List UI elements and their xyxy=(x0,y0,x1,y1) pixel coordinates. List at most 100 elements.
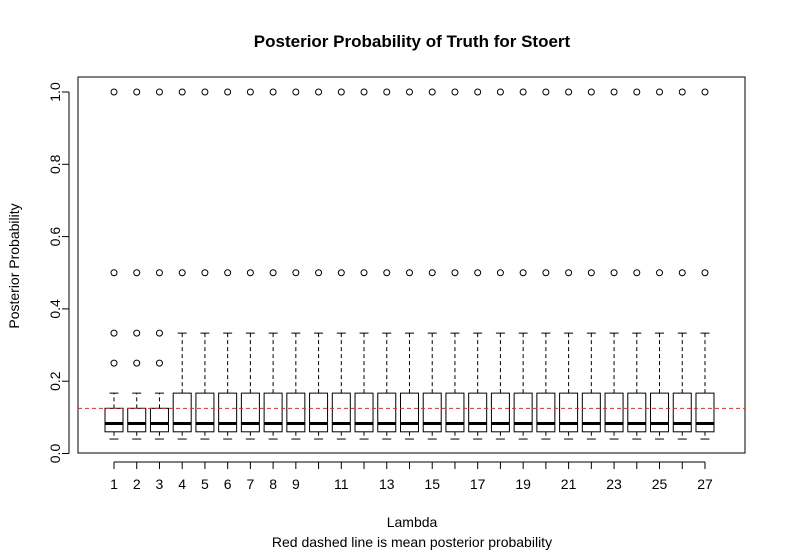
outlier-point xyxy=(337,269,345,277)
outlier-point xyxy=(110,269,118,277)
iqr-box xyxy=(627,392,647,433)
outlier-point xyxy=(133,329,141,337)
iqr-box xyxy=(604,392,624,433)
outlier-point xyxy=(360,88,368,96)
outlier-point xyxy=(110,88,118,96)
iqr-box xyxy=(127,407,147,433)
x-tick-label: 15 xyxy=(424,476,440,492)
iqr-box xyxy=(104,407,124,433)
outlier-point xyxy=(269,269,277,277)
box-group xyxy=(195,88,215,440)
outlier-point xyxy=(224,88,232,96)
outlier-point xyxy=(610,269,618,277)
outlier-point xyxy=(383,88,391,96)
outlier-point xyxy=(110,359,118,367)
outlier-point xyxy=(246,88,254,96)
box-group xyxy=(218,88,238,440)
outlier-point xyxy=(496,269,504,277)
outlier-point xyxy=(405,269,413,277)
box-group xyxy=(286,88,306,440)
outlier-point xyxy=(474,88,482,96)
x-axis: 1 2 3 4 5 6 7 8 9 11 13 15 17 19 21 23 25 27 xyxy=(110,461,713,492)
box-group xyxy=(127,88,147,440)
iqr-box xyxy=(195,392,215,433)
iqr-box xyxy=(490,392,510,433)
outlier-point xyxy=(451,88,459,96)
outlier-point xyxy=(678,269,686,277)
box-group xyxy=(399,88,419,440)
box-group xyxy=(559,88,579,440)
plot-frame xyxy=(77,76,746,454)
outlier-point xyxy=(292,88,300,96)
x-tick-label: 2 xyxy=(133,476,141,492)
iqr-box xyxy=(581,392,601,433)
iqr-box xyxy=(286,392,306,433)
x-tick-label: 9 xyxy=(292,476,300,492)
outlier-point xyxy=(428,88,436,96)
outlier-point xyxy=(269,88,277,96)
iqr-box xyxy=(218,392,238,433)
outlier-point xyxy=(587,88,595,96)
outlier-point xyxy=(633,269,641,277)
chart-subtitle: Red dashed line is mean posterior probab… xyxy=(272,534,552,550)
outlier-point xyxy=(178,269,186,277)
y-tick-label: 1.0 xyxy=(47,82,63,102)
outlier-point xyxy=(315,269,323,277)
box-group xyxy=(490,88,510,440)
outlier-point xyxy=(656,88,664,96)
iqr-box xyxy=(422,392,442,433)
iqr-box xyxy=(399,392,419,433)
outlier-point xyxy=(246,269,254,277)
outlier-point xyxy=(224,269,232,277)
box-series xyxy=(104,88,715,440)
x-tick-label: 17 xyxy=(470,476,486,492)
outlier-point xyxy=(656,269,664,277)
box-group xyxy=(468,88,488,440)
y-axis: 0.0 0.2 0.4 0.6 0.8 1.0 xyxy=(47,82,70,463)
iqr-box xyxy=(354,392,374,433)
outlier-point xyxy=(155,88,163,96)
box-group xyxy=(422,88,442,440)
outlier-point xyxy=(565,88,573,96)
box-group xyxy=(331,88,351,440)
x-tick-label: 27 xyxy=(697,476,713,492)
x-tick-label: 21 xyxy=(561,476,577,492)
x-tick-label: 7 xyxy=(246,476,254,492)
y-tick-label: 0.4 xyxy=(47,299,63,319)
outlier-point xyxy=(678,88,686,96)
iqr-box xyxy=(695,392,715,433)
outlier-point xyxy=(428,269,436,277)
outlier-point xyxy=(496,88,504,96)
box-group xyxy=(627,88,647,440)
outlier-point xyxy=(405,88,413,96)
iqr-box xyxy=(445,392,465,433)
box-group xyxy=(513,88,533,440)
box-group xyxy=(536,88,556,440)
outlier-point xyxy=(587,269,595,277)
outlier-point xyxy=(178,88,186,96)
box-group xyxy=(377,88,397,440)
box-group xyxy=(149,88,169,440)
outlier-point xyxy=(201,269,209,277)
iqr-box xyxy=(513,392,533,433)
outlier-point xyxy=(292,269,300,277)
box-group xyxy=(240,88,260,440)
outlier-point xyxy=(451,269,459,277)
outlier-point xyxy=(565,269,573,277)
x-tick-label: 3 xyxy=(156,476,164,492)
x-tick-label: 23 xyxy=(606,476,622,492)
x-tick-label: 4 xyxy=(178,476,186,492)
box-group xyxy=(604,88,624,440)
outlier-point xyxy=(360,269,368,277)
iqr-box xyxy=(672,392,692,433)
box-group xyxy=(672,88,692,440)
iqr-box xyxy=(650,392,670,433)
outlier-point xyxy=(701,269,709,277)
x-tick-label: 13 xyxy=(379,476,395,492)
iqr-box xyxy=(172,392,192,433)
outlier-point xyxy=(542,269,550,277)
outlier-point xyxy=(133,88,141,96)
x-tick-label: 5 xyxy=(201,476,209,492)
iqr-box xyxy=(559,392,579,433)
